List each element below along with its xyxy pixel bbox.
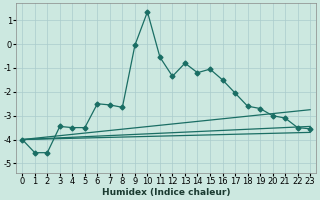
X-axis label: Humidex (Indice chaleur): Humidex (Indice chaleur)	[102, 188, 230, 197]
